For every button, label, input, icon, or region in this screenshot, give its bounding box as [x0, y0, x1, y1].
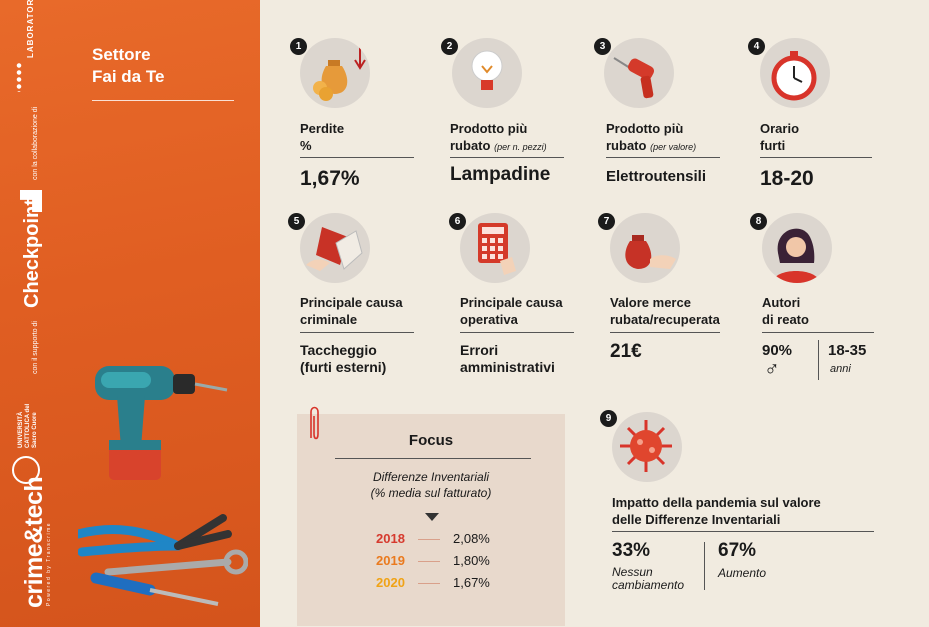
collab-text: con la collaborazione di	[32, 106, 39, 180]
down-triangle-icon	[425, 513, 439, 521]
item-7-value: 21€	[610, 341, 642, 362]
lightbulb-icon	[452, 38, 522, 108]
virus-icon	[612, 412, 682, 482]
item-8-pct: 90%	[762, 342, 793, 359]
pandemic-no-change-value: 33%	[612, 540, 651, 561]
item-5-rule	[300, 332, 414, 333]
laboratorio-dots-icon	[16, 62, 22, 92]
item-9-rule	[612, 531, 874, 532]
item-1-label: Perdite%	[300, 121, 345, 153]
laboratorio-logo: LABORATORIO RETAIL	[26, 0, 35, 58]
pandemic-increase-value: 67%	[718, 540, 757, 561]
pandemic-increase-label: Aumento	[718, 566, 767, 580]
focus-value-2020: 1,67%	[453, 575, 490, 590]
focus-dash	[418, 561, 440, 562]
calculator-icon	[460, 213, 530, 283]
money-bag-hand-icon	[610, 213, 680, 283]
item-7-label: Valore merce rubata/recuperata	[610, 295, 720, 327]
shoplifting-hand-icon	[300, 213, 370, 283]
crime-tech-logo: crime&tech	[20, 476, 48, 608]
pliers-tools-illustration	[78, 514, 248, 606]
item-9-label: Impatto della pandemia sul valore delle D…	[612, 495, 821, 527]
item-1-value: 1,67%	[300, 167, 360, 190]
university-logo: UNIVERSITÀ CATTOLICA del Sacro Cuore	[18, 403, 38, 448]
item-9-badge: 9	[600, 410, 617, 427]
item-4-rule	[760, 157, 872, 158]
item-5-value: Taccheggio (furti esterni)	[300, 342, 387, 375]
item-3-value: Elettroutensili	[606, 168, 707, 185]
focus-dash	[418, 539, 440, 540]
item-3-badge: 3	[594, 38, 611, 55]
sector-title: Settore Fai da Te	[92, 45, 165, 86]
item-1-rule	[300, 157, 414, 158]
item-7-rule	[610, 332, 720, 333]
pandemic-divider	[704, 542, 705, 590]
focus-value-2019: 1,80%	[453, 553, 490, 568]
focus-subtitle: Differenze Inventariali (% media sul fatt…	[370, 470, 492, 500]
item-2-rule	[450, 157, 564, 158]
item-8-age: 18-35	[828, 342, 867, 359]
item-4-value: 18-20	[760, 167, 814, 190]
paperclip-icon	[310, 406, 319, 440]
stopwatch-icon	[760, 38, 830, 108]
focus-title-rule	[335, 458, 531, 459]
item-3-rule	[606, 157, 720, 158]
item-2-label: Prodotto più rubato (per n. pezzi)	[450, 121, 547, 153]
focus-year-2018: 2018	[376, 531, 405, 546]
focus-dash	[418, 583, 440, 584]
item-5-label: Principale causa criminale	[300, 295, 403, 327]
item-4-badge: 4	[748, 38, 765, 55]
item-8-rule	[762, 332, 874, 333]
item-7-badge: 7	[598, 213, 615, 230]
focus-year-2020: 2020	[376, 575, 405, 590]
checkpoint-logo: Checkpoint	[21, 199, 43, 308]
item-6-label: Principale causa operativa	[460, 295, 563, 327]
item-3-label: Prodotto più rubato (per valore)	[606, 121, 697, 153]
partner-logos-strip: crime&tech Powered by Transcrime UNIVERS…	[0, 0, 62, 627]
male-symbol-icon: ♂	[764, 358, 780, 381]
item-2-badge: 2	[441, 38, 458, 55]
sector-title-underline	[92, 100, 234, 101]
focus-value-2018: 2,08%	[453, 531, 490, 546]
crime-tech-logo-sub: Powered by Transcrime	[46, 521, 52, 606]
item-8-badge: 8	[750, 213, 767, 230]
university-seal-icon	[12, 456, 40, 484]
woman-avatar-icon	[762, 213, 832, 283]
item-6-badge: 6	[449, 213, 466, 230]
item-1-badge: 1	[290, 38, 307, 55]
item-6-value: Errori amministrativi	[460, 342, 555, 375]
support-text: con il supporto di	[32, 321, 39, 374]
item-8-divider	[818, 340, 819, 380]
drill-illustration	[95, 366, 228, 480]
item-8-label: Autori di reato	[762, 295, 809, 327]
focus-title: Focus	[408, 432, 454, 449]
money-bag-down-icon	[300, 38, 370, 108]
power-drill-icon	[604, 38, 674, 108]
item-8-age-unit: anni	[830, 363, 851, 375]
item-2-value: Lampadine	[450, 164, 551, 185]
item-5-badge: 5	[288, 213, 305, 230]
sidebar-panel: crime&tech Powered by Transcrime UNIVERS…	[0, 0, 260, 627]
item-6-rule	[460, 332, 574, 333]
focus-box: Focus Differenze Inventariali (% media su…	[297, 406, 565, 626]
item-4-label: Orario furti	[760, 121, 800, 153]
pandemic-no-change-label: Nessun cambiamento	[612, 565, 685, 592]
focus-year-2019: 2019	[376, 553, 405, 568]
